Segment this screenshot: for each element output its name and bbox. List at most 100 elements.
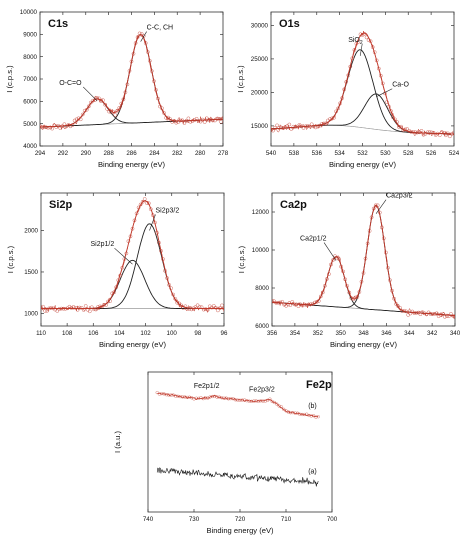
data-point — [298, 412, 302, 416]
peak-leader — [82, 86, 98, 102]
x-tick-label: 108 — [62, 330, 73, 337]
x-tick-label: 102 — [140, 330, 151, 337]
y-tick-label: 12000 — [252, 209, 270, 216]
peak-label: Si2p1/2 — [91, 241, 115, 248]
x-tick-label: 534 — [334, 150, 345, 157]
data-point — [169, 393, 173, 397]
data-point — [249, 399, 254, 403]
fit-envelope — [271, 32, 454, 135]
component-peak — [40, 98, 223, 128]
raw-trace — [41, 199, 224, 313]
fit-envelope — [272, 205, 455, 317]
data-point — [215, 395, 219, 399]
y-tick-label: 25000 — [251, 56, 269, 63]
data-point — [243, 398, 247, 402]
data-point — [177, 301, 182, 306]
plot-frame — [147, 371, 333, 513]
x-tick-label: 278 — [218, 150, 229, 157]
data-point — [183, 395, 187, 399]
data-point — [331, 258, 335, 262]
x-axis-label: Binding energy (eV) — [330, 340, 398, 349]
component-peak — [272, 205, 455, 317]
series-label: (a) — [308, 469, 317, 476]
plot-frame — [40, 192, 225, 327]
data-point — [373, 203, 378, 208]
peak-leader — [323, 242, 337, 261]
data-point — [92, 307, 96, 312]
x-tick-label: 280 — [195, 150, 206, 157]
data-point — [187, 395, 191, 399]
x-tick-label: 700 — [327, 516, 338, 523]
plot-area — [272, 203, 455, 320]
fit-envelope — [41, 200, 224, 309]
y-tick-label: 10000 — [20, 9, 38, 16]
peak-label: C-C, CH — [147, 25, 173, 32]
y-tick-label: 1500 — [24, 269, 38, 276]
data-point — [300, 412, 304, 417]
data-point — [293, 411, 297, 415]
data-point — [247, 399, 251, 403]
x-axis-label: Binding energy (eV) — [98, 160, 166, 169]
y-axis-label: I (c.p.s.) — [6, 245, 15, 273]
data-point — [240, 398, 244, 402]
peak-leader — [149, 214, 156, 231]
data-point — [175, 300, 180, 305]
panel-title: C1s — [48, 18, 68, 30]
data-point — [157, 392, 162, 396]
data-point — [192, 397, 196, 401]
data-point — [252, 399, 256, 403]
x-tick-label: 710 — [281, 516, 292, 523]
y-axis-label: I (c.p.s.) — [236, 65, 245, 93]
raw-trace — [272, 204, 455, 320]
peak-leader — [376, 88, 393, 98]
data-point — [45, 308, 49, 313]
y-tick-label: 20000 — [251, 90, 269, 97]
data-point — [54, 125, 59, 129]
data-point — [236, 398, 240, 402]
component-peak — [271, 49, 454, 135]
y-axis-label: I (c.p.s.) — [5, 65, 14, 93]
data-point — [201, 397, 205, 401]
data-point — [273, 125, 277, 130]
data-point — [287, 122, 292, 127]
component-peak — [272, 256, 455, 317]
panel-title: Fe2p — [306, 379, 332, 391]
data-point — [138, 202, 143, 207]
x-tick-label: 532 — [357, 150, 368, 157]
data-point — [174, 394, 178, 398]
data-point — [211, 304, 216, 308]
panel-ca2p: 356 354 352 350 348 346 344 342 340 6000 8000 10000… — [237, 192, 461, 349]
x-tick-label: 344 — [404, 330, 415, 337]
data-point — [277, 126, 281, 130]
data-point — [72, 118, 77, 123]
data-point — [186, 116, 191, 121]
data-point — [393, 117, 397, 122]
x-tick-label: 526 — [426, 150, 437, 157]
spectrum-line — [156, 467, 319, 487]
data-point — [268, 397, 272, 401]
peak-leader — [114, 247, 133, 265]
panel-fe2p: 740 730 720 710 700 Binding energy (eV) I (a.u… — [113, 371, 338, 535]
data-point — [168, 117, 172, 121]
data-point — [142, 197, 147, 201]
data-point — [254, 399, 258, 403]
data-point — [220, 396, 224, 400]
panel-c1s: 294 292 290 288 286 284 282 280 278 4000 5000 6000 7… — [5, 9, 229, 169]
data-point — [88, 100, 93, 105]
data-point — [155, 391, 159, 395]
x-tick-label: 740 — [143, 516, 154, 523]
peak-annotation: Fe2p1/2 — [194, 383, 220, 390]
x-tick-label: 98 — [194, 330, 201, 337]
data-point — [107, 109, 111, 114]
x-tick-label: 536 — [312, 150, 323, 157]
data-point — [261, 399, 265, 403]
data-point — [302, 412, 306, 417]
peak-leader — [359, 43, 363, 56]
y-tick-label: 9000 — [23, 32, 37, 39]
data-point — [46, 125, 50, 130]
data-point — [420, 310, 425, 315]
peak-label: O-C=O — [59, 80, 82, 87]
x-tick-label: 294 — [35, 150, 46, 157]
panel-si2p: 110 108 106 104 102 100 98 96 1000 1500 2000 Bindin… — [6, 192, 228, 349]
data-point — [272, 298, 274, 303]
